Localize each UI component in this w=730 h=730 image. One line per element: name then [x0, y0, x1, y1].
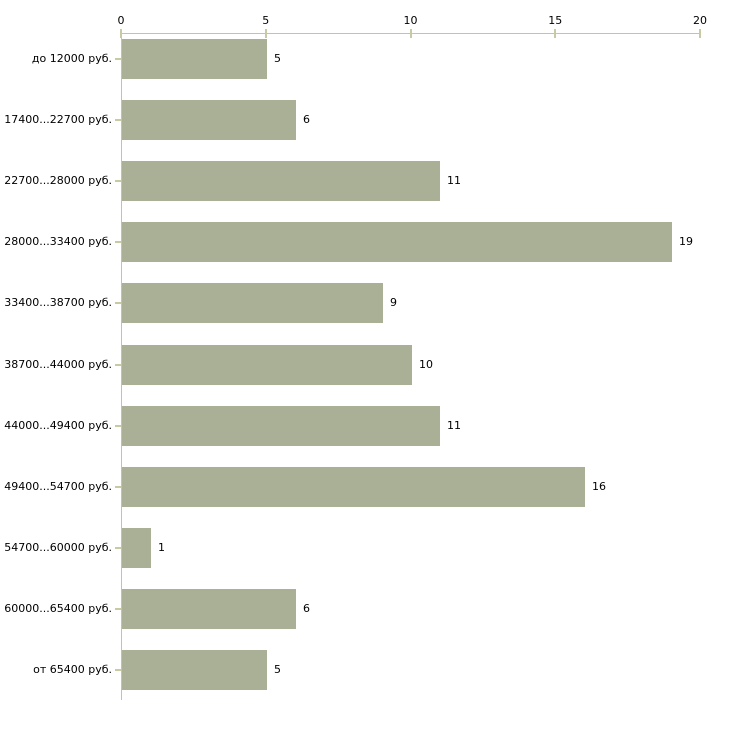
y-axis-tick — [115, 547, 121, 549]
category-label: 54700...60000 руб. — [4, 541, 112, 554]
y-axis-tick — [115, 241, 121, 243]
x-axis-tick-label: 5 — [262, 14, 270, 27]
bar — [122, 589, 296, 629]
y-axis-tick — [115, 486, 121, 488]
category-label: 60000...65400 руб. — [4, 602, 112, 615]
x-axis-tick — [699, 29, 701, 38]
bar-value-label: 5 — [274, 663, 281, 676]
bar-value-label: 6 — [303, 113, 310, 126]
category-label: 22700...28000 руб. — [4, 174, 112, 187]
x-axis-tick — [409, 29, 412, 38]
x-axis-tick-label: 15 — [548, 14, 563, 27]
category-label: 49400...54700 руб. — [4, 480, 112, 493]
x-axis-tick-label: 10 — [403, 14, 418, 27]
category-label: 38700...44000 руб. — [4, 358, 112, 371]
x-axis-tick — [120, 29, 122, 38]
bar — [122, 39, 267, 79]
y-axis-tick — [115, 180, 121, 182]
y-axis-tick — [115, 58, 121, 60]
bar-value-label: 9 — [390, 296, 397, 309]
bar — [122, 650, 267, 690]
y-axis-tick — [115, 669, 121, 671]
x-axis-tick-label: 0 — [117, 14, 125, 27]
y-axis-line — [121, 33, 122, 700]
category-label: 28000...33400 руб. — [4, 235, 112, 248]
bar — [122, 467, 585, 507]
category-label: до 12000 руб. — [31, 52, 112, 65]
bar — [122, 222, 672, 262]
bar — [122, 100, 296, 140]
bar — [122, 528, 151, 568]
x-axis-tick — [554, 29, 557, 38]
y-axis-tick — [115, 119, 121, 121]
category-label: 17400...22700 руб. — [4, 113, 112, 126]
bar-value-label: 5 — [274, 52, 281, 65]
bar-value-label: 1 — [158, 541, 165, 554]
category-label: 33400...38700 руб. — [4, 296, 112, 309]
y-axis-tick — [115, 302, 121, 304]
bar-value-label: 11 — [447, 174, 461, 187]
bar — [122, 406, 440, 446]
bar-value-label: 10 — [419, 358, 433, 371]
x-axis-tick-label: 20 — [693, 14, 707, 27]
bar — [122, 283, 383, 323]
category-label: 44000...49400 руб. — [4, 419, 112, 432]
y-axis-tick — [115, 364, 121, 366]
bar — [122, 161, 440, 201]
y-axis-tick — [115, 425, 121, 427]
x-axis-tick — [264, 29, 267, 38]
bar — [122, 345, 412, 385]
bar-value-label: 19 — [679, 235, 693, 248]
bar-value-label: 16 — [592, 480, 606, 493]
bar-value-label: 11 — [447, 419, 461, 432]
bar-value-label: 6 — [303, 602, 310, 615]
category-label: от 65400 руб. — [33, 663, 112, 676]
y-axis-tick — [115, 608, 121, 610]
